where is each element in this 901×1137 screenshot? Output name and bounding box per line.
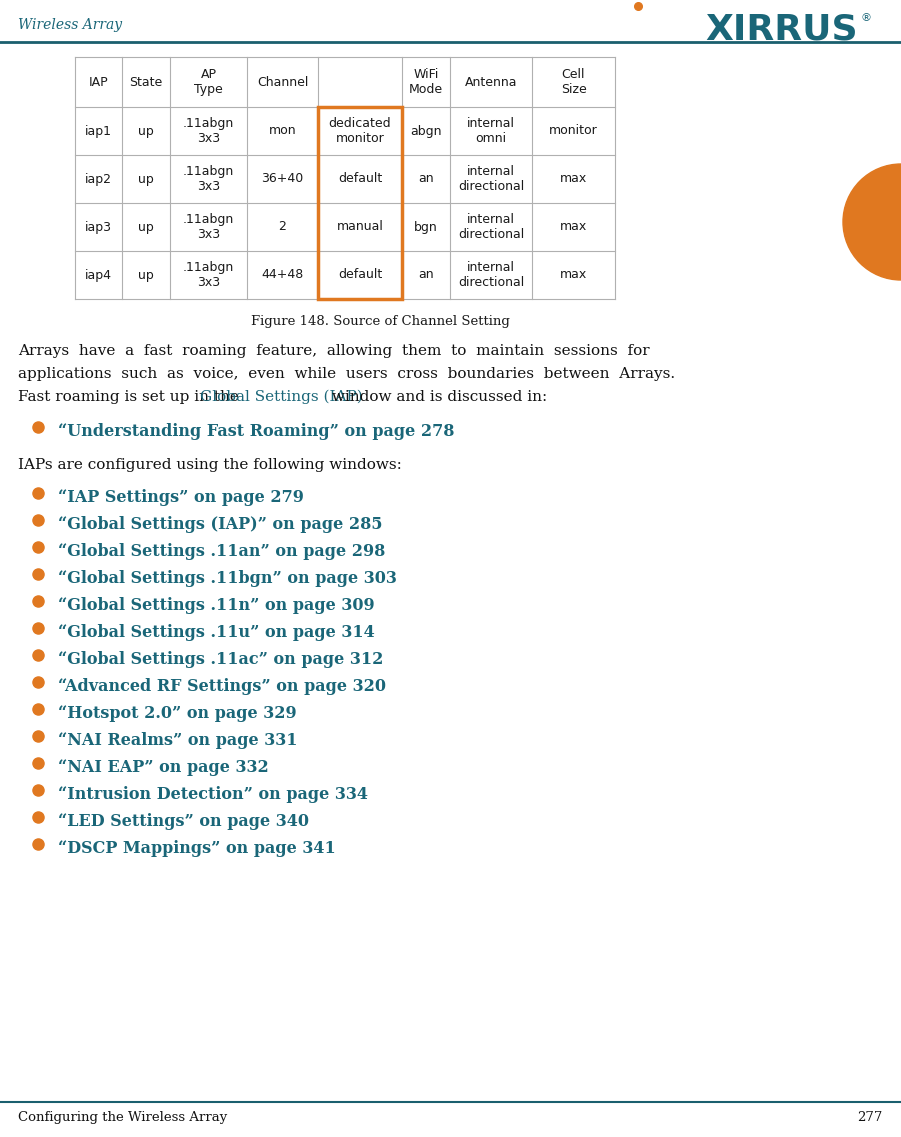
Text: max: max	[560, 221, 587, 233]
Text: max: max	[560, 268, 587, 282]
Text: an: an	[418, 268, 433, 282]
Text: iap4: iap4	[85, 268, 112, 282]
Text: an: an	[418, 173, 433, 185]
Text: “Understanding Fast Roaming” on page 278: “Understanding Fast Roaming” on page 278	[58, 423, 454, 440]
Bar	[318, 107, 402, 299]
Text: .11abgn
3x3: .11abgn 3x3	[183, 165, 234, 193]
Text: “Global Settings (IAP)” on page 285: “Global Settings (IAP)” on page 285	[58, 516, 383, 533]
Text: iap1: iap1	[85, 124, 112, 138]
Text: .11abgn
3x3: .11abgn 3x3	[183, 262, 234, 289]
Text: “Global Settings .11n” on page 309: “Global Settings .11n” on page 309	[58, 597, 375, 614]
Text: monitor: monitor	[549, 124, 598, 138]
Text: up: up	[138, 268, 154, 282]
Wedge shape	[843, 164, 901, 280]
Text: 36+40: 36+40	[261, 173, 304, 185]
Text: max: max	[560, 173, 587, 185]
Text: mon: mon	[268, 124, 296, 138]
Text: “Intrusion Detection” on page 334: “Intrusion Detection” on page 334	[58, 786, 368, 803]
Text: ®: ®	[860, 13, 871, 23]
Text: “Global Settings .11u” on page 314: “Global Settings .11u” on page 314	[58, 624, 375, 641]
Text: default: default	[338, 173, 382, 185]
Text: “NAI EAP” on page 332: “NAI EAP” on page 332	[58, 760, 268, 775]
Text: Antenna: Antenna	[465, 75, 517, 89]
Text: “Advanced RF Settings” on page 320: “Advanced RF Settings” on page 320	[58, 678, 386, 695]
Text: State: State	[130, 75, 162, 89]
Text: “Global Settings .11bgn” on page 303: “Global Settings .11bgn” on page 303	[58, 570, 396, 587]
Text: 44+48: 44+48	[261, 268, 304, 282]
Text: internal
directional: internal directional	[458, 165, 524, 193]
Text: Fast roaming is set up in the: Fast roaming is set up in the	[18, 390, 244, 404]
Text: internal
omni: internal omni	[467, 117, 515, 146]
Text: Global Settings (IAP): Global Settings (IAP)	[199, 390, 362, 405]
Text: applications  such  as  voice,  even  while  users  cross  boundaries  between  : applications such as voice, even while u…	[18, 367, 675, 381]
Text: IAP: IAP	[88, 75, 108, 89]
Text: .11abgn
3x3: .11abgn 3x3	[183, 213, 234, 241]
Text: iap2: iap2	[85, 173, 112, 185]
Text: “Global Settings .11ac” on page 312: “Global Settings .11ac” on page 312	[58, 652, 383, 669]
Text: up: up	[138, 173, 154, 185]
Text: Wireless Array: Wireless Array	[18, 18, 123, 32]
Text: “Hotspot 2.0” on page 329: “Hotspot 2.0” on page 329	[58, 705, 296, 722]
Text: “LED Settings” on page 340: “LED Settings” on page 340	[58, 813, 309, 830]
Text: .11abgn
3x3: .11abgn 3x3	[183, 117, 234, 146]
Text: “Global Settings .11an” on page 298: “Global Settings .11an” on page 298	[58, 543, 386, 561]
Text: Arrays  have  a  fast  roaming  feature,  allowing  them  to  maintain  sessions: Arrays have a fast roaming feature, allo…	[18, 345, 650, 358]
Text: up: up	[138, 221, 154, 233]
Text: dedicated
monitor: dedicated monitor	[329, 117, 391, 146]
Text: abgn: abgn	[410, 124, 441, 138]
Text: default: default	[338, 268, 382, 282]
Text: up: up	[138, 124, 154, 138]
Text: 277: 277	[858, 1111, 883, 1124]
Text: Configuring the Wireless Array: Configuring the Wireless Array	[18, 1111, 227, 1124]
Text: Cell
Size: Cell Size	[560, 68, 587, 96]
Text: window and is discussed in:: window and is discussed in:	[326, 390, 547, 404]
Text: “NAI Realms” on page 331: “NAI Realms” on page 331	[58, 732, 297, 749]
Text: 2: 2	[278, 221, 287, 233]
Text: IAPs are configured using the following windows:: IAPs are configured using the following …	[18, 458, 402, 472]
Text: manual: manual	[337, 221, 384, 233]
Text: “IAP Settings” on page 279: “IAP Settings” on page 279	[58, 489, 304, 506]
Text: internal
directional: internal directional	[458, 213, 524, 241]
Text: WiFi
Mode: WiFi Mode	[409, 68, 443, 96]
Text: bgn: bgn	[414, 221, 438, 233]
Text: AP
Type: AP Type	[194, 68, 223, 96]
Text: iap3: iap3	[85, 221, 112, 233]
Text: internal
directional: internal directional	[458, 262, 524, 289]
Text: Channel: Channel	[257, 75, 308, 89]
Text: XIRRUS: XIRRUS	[705, 13, 858, 47]
Text: Figure 148. Source of Channel Setting: Figure 148. Source of Channel Setting	[250, 315, 509, 327]
Text: “DSCP Mappings” on page 341: “DSCP Mappings” on page 341	[58, 840, 336, 857]
